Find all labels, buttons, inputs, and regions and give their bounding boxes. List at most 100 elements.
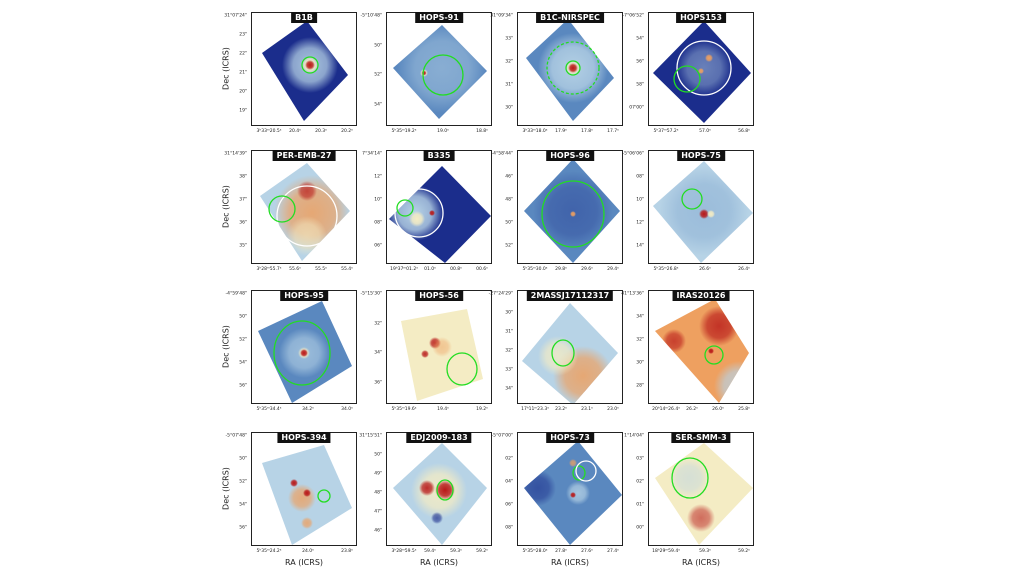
emission-region — [568, 63, 578, 73]
ra-tick-label: 20.3ˢ — [315, 129, 327, 134]
ra-axis-label: RA (ICRS) — [550, 558, 590, 567]
ra-tick-label: 3ʰ33ᵐ18.0ˢ — [522, 129, 548, 134]
panel-title: IRAS20126 — [672, 290, 730, 301]
extraction-aperture-green — [671, 457, 709, 499]
emission-region — [429, 210, 435, 216]
dec-tick-label: 04" — [505, 479, 513, 485]
dec-tick-label: -5°10'48" — [360, 13, 383, 19]
image-axes — [517, 432, 623, 546]
dec-tick-label: 32" — [505, 59, 513, 65]
ra-tick-label: 26.0ˢ — [712, 407, 724, 412]
dec-tick-label: -27°24'29" — [488, 291, 513, 297]
ra-tick-label: 59.3ˢ — [450, 549, 462, 554]
extraction-aperture-white — [394, 188, 444, 238]
dec-tick-label: 12" — [374, 174, 382, 180]
dec-tick-label: 48" — [374, 490, 382, 496]
ra-tick-label: 27.8ˢ — [555, 549, 567, 554]
emission-region — [287, 216, 327, 256]
ra-tick-label: 29.6ˢ — [581, 267, 593, 272]
dec-tick-label: -5°07'00" — [491, 433, 514, 439]
emission-region — [301, 517, 313, 529]
panel-title: B1B — [291, 12, 317, 23]
ra-tick-label: 3ʰ28ᵐ55.7ˢ — [256, 267, 282, 272]
image-axes — [386, 290, 492, 404]
intensity-map — [653, 161, 753, 263]
dec-tick-label: -5°06'06" — [622, 151, 645, 157]
panel-title: HOPS-56 — [415, 290, 463, 301]
extraction-aperture-green — [273, 320, 331, 386]
ra-tick-label: 26.6ˢ — [699, 267, 711, 272]
ra-tick-label: 20.2ˢ — [341, 129, 353, 134]
dec-tick-label: 52" — [505, 243, 513, 249]
dec-tick-label: 35" — [239, 243, 247, 249]
ra-tick-label: 26.2ˢ — [686, 407, 698, 412]
image-axes — [648, 150, 754, 264]
panel-edj2009-183: EDJ2009-183 31°15'51" 50" 49" 48" 47" 46" 3ʰ28ᵐ… — [359, 432, 492, 554]
ra-axis-label: RA (ICRS) — [284, 558, 324, 567]
emission-region — [288, 484, 316, 512]
panel-title: HOPS-394 — [277, 432, 331, 443]
panel-hops-91: HOPS-91 -5°10'48" 50" 52" 54" 5ʰ35ᵐ19.2ˢ 19.0ˢ… — [361, 12, 492, 134]
dec-tick-label: 54" — [374, 102, 382, 108]
ra-tick-label: 5ʰ35ᵐ24.2ˢ — [256, 549, 282, 554]
ra-tick-label: 56.8ˢ — [738, 129, 750, 134]
panel-b335: B335 7°34'14" 12" 10" 08" 06" 19ʰ37ᵐ01.2ˢ 01.0ˢ… — [362, 150, 492, 272]
ra-tick-label: 18.8ˢ — [476, 129, 488, 134]
emission-region — [698, 68, 704, 74]
dec-tick-label: 19" — [239, 108, 247, 114]
dec-tick-label: 32" — [374, 321, 382, 327]
ra-tick-label: 23.8ˢ — [341, 549, 353, 554]
dec-tick-label: 30" — [505, 105, 513, 111]
ra-tick-label: 29.8ˢ — [555, 267, 567, 272]
panel-2massj17112317: 2MASSJ17112317 -27°24'29" 30" 31" 32" 33" 34" 1… — [489, 290, 623, 412]
ra-tick-label: 19.4ˢ — [437, 407, 449, 412]
panel-title: EDJ2009-183 — [406, 432, 472, 443]
panel-hops-73: HOPS-73 -5°07'00" 02" 04" 06" 08" 5ʰ35ᵐ28.0ˢ 27… — [492, 432, 623, 554]
emission-region — [705, 54, 713, 62]
panel-hops-96: HOPS-96 -4°58'44" 46" 48" 50" 52" 5ʰ35ᵐ30.0ˢ 29… — [492, 150, 623, 272]
panel-ser-smm-3: SER-SMM-3 1°14'04" 03" 02" 01" 00" 18ʰ29ᵐ59.4ˢ… — [624, 432, 754, 554]
panel-hops-394: HOPS-394 -5°07'48" 50" 52" 54" 56" 5ʰ35ᵐ24.2ˢ 2… — [226, 432, 357, 554]
dec-tick-label: 33" — [505, 36, 513, 42]
intensity-map — [522, 303, 618, 403]
intensity-map — [389, 166, 491, 263]
emission-region — [524, 470, 556, 506]
extraction-aperture-white — [676, 40, 732, 96]
emission-region — [569, 459, 577, 467]
dec-tick-label: -4°59'48" — [225, 291, 248, 297]
ra-tick-label: 55.5ˢ — [315, 267, 327, 272]
dec-tick-label: 06" — [505, 502, 513, 508]
extraction-aperture-green — [268, 195, 296, 223]
ra-tick-label: 34.2ˢ — [302, 407, 314, 412]
ra-tick-label: 57.0ˢ — [699, 129, 711, 134]
ra-tick-label: 19ʰ37ᵐ01.2ˢ — [390, 267, 418, 272]
emission-region — [421, 350, 429, 358]
dec-tick-label: 07'00" — [629, 105, 644, 111]
extraction-aperture-green — [317, 489, 331, 503]
image-axes — [517, 150, 623, 264]
emission-region — [708, 348, 714, 354]
ra-tick-label: 26.4ˢ — [738, 267, 750, 272]
dec-tick-label: 21" — [239, 70, 247, 76]
emission-region — [707, 210, 715, 218]
image-axes — [386, 150, 492, 264]
dec-tick-label: 46" — [374, 528, 382, 534]
dec-tick-label: 02" — [505, 456, 513, 462]
panel-hops-95: HOPS-95 -4°59'48" 50" 52" 54" 56" 5ʰ35ᵐ34.4ˢ 34… — [226, 290, 357, 412]
image-axes — [517, 290, 623, 404]
ra-tick-label: 19.0ˢ — [437, 129, 449, 134]
ra-tick-label: 5ʰ35ᵐ19.6ˢ — [391, 407, 417, 412]
ra-tick-label: 17.8ˢ — [581, 129, 593, 134]
extraction-aperture-green — [551, 339, 575, 367]
dec-tick-label: 31°09'34" — [490, 13, 513, 19]
dec-tick-label: 10" — [636, 197, 644, 203]
dec-tick-label: 41°13'36" — [621, 291, 644, 297]
dec-tick-label: 50" — [239, 314, 247, 320]
ra-tick-label: 17ʰ11ᵐ23.3ˢ — [521, 407, 549, 412]
image-axes — [386, 432, 492, 546]
dec-tick-label: 38" — [239, 174, 247, 180]
intensity-map — [401, 309, 483, 401]
dec-tick-label: 06" — [374, 243, 382, 249]
dec-axis-label: Dec (ICRS) — [221, 325, 231, 368]
emission-region — [538, 336, 578, 376]
